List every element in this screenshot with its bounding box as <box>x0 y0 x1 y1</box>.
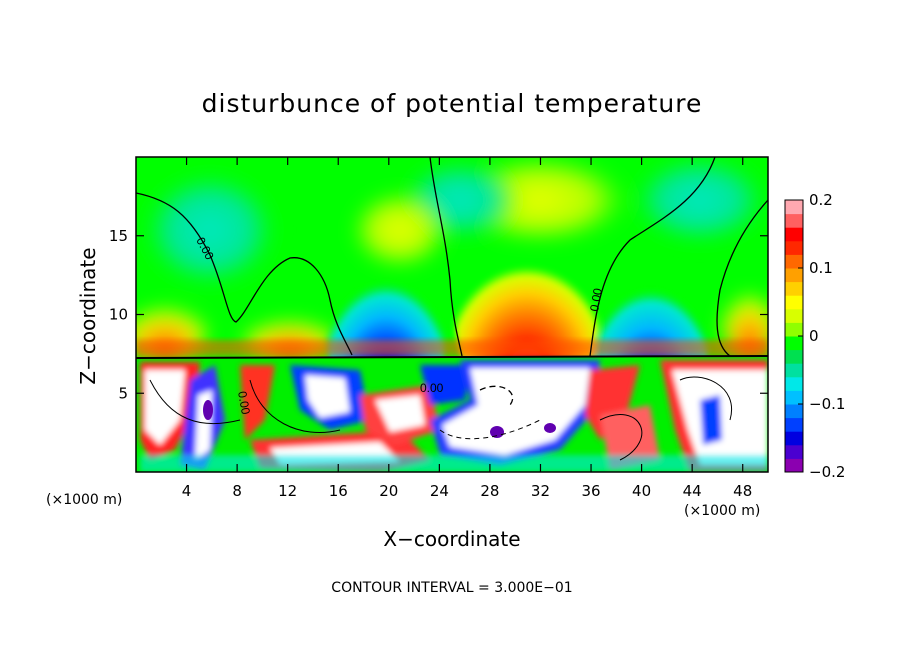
cyan-patch-left <box>140 170 280 290</box>
colorbar-swatch <box>785 404 803 419</box>
chart-title: disturbunce of potential temperature <box>202 89 703 118</box>
x-tick-label: 32 <box>531 482 550 500</box>
colorbar-swatch <box>785 268 803 283</box>
x-axis: 4 8 12 16 20 24 28 32 36 40 44 48 <box>182 157 752 500</box>
y-axis: 5 10 15 <box>109 227 768 402</box>
colorbar-swatch <box>785 363 803 378</box>
colorbar-swatch <box>785 254 803 269</box>
colorbar-swatch <box>785 444 803 459</box>
colorbar-swatch <box>785 390 803 405</box>
x-tick-label: 16 <box>329 482 348 500</box>
x-tick-label: 44 <box>683 482 702 500</box>
x-tick-label: 36 <box>581 482 600 500</box>
orange-patch-right <box>720 260 768 360</box>
x-unit-left: (×1000 m) <box>46 492 122 508</box>
colorbar-swatch <box>785 281 803 296</box>
x-tick-label: 24 <box>430 482 449 500</box>
purple-dot-1 <box>490 426 504 438</box>
colorbar-swatch <box>785 295 803 310</box>
plot-area: 0.00 0.00 0.00 0.00 <box>136 157 768 472</box>
colorbar-swatch <box>785 322 803 337</box>
colorbar-swatch <box>785 349 803 364</box>
colorbar-tick-label: 0.1 <box>809 259 833 277</box>
colorbar-swatch <box>785 417 803 432</box>
y-tick-label: 15 <box>109 227 128 245</box>
y-axis-label: Z−coordinate <box>76 247 100 384</box>
purple-dot-3 <box>203 400 213 420</box>
colorbar-swatch <box>785 308 803 323</box>
x-tick-label: 20 <box>379 482 398 500</box>
interface-band <box>136 340 768 356</box>
colorbar-swatch <box>785 458 803 473</box>
zero-contour-right <box>589 157 716 357</box>
colorbar-swatch <box>785 376 803 391</box>
x-unit-right: (×1000 m) <box>684 503 760 519</box>
y-tick-label: 10 <box>109 306 128 324</box>
colorbar-swatch <box>785 431 803 446</box>
upper-layer-field <box>136 157 768 360</box>
colorbar-swatch <box>785 200 803 215</box>
x-axis-label: X−coordinate <box>383 527 520 551</box>
zero-contour-left <box>136 192 353 356</box>
y-tick-label: 5 <box>118 384 128 402</box>
x-tick-label: 4 <box>182 482 192 500</box>
contour-label: 0.00 <box>235 390 253 416</box>
colorbar-swatch <box>785 240 803 255</box>
contour-lines <box>136 157 768 461</box>
cyan-patch-right <box>630 157 768 245</box>
colorbar-swatch <box>785 213 803 228</box>
zero-contour-right-2 <box>716 199 768 357</box>
x-tick-label: 40 <box>632 482 651 500</box>
purple-dot-2 <box>544 423 556 433</box>
lower-layer-field <box>136 357 768 472</box>
contour-interval-note: CONTOUR INTERVAL = 3.000E−01 <box>331 580 572 596</box>
contour-label: 0.00 <box>420 381 444 395</box>
contour-label: 0.00 <box>587 287 605 313</box>
colorbar-tick-label: −0.1 <box>809 395 845 413</box>
x-tick-label: 48 <box>733 482 752 500</box>
colorbar-tick-label: −0.2 <box>809 463 845 481</box>
colorbar-tick-label: 0 <box>809 327 819 345</box>
orange-patch-left <box>136 280 210 360</box>
colorbar: 0.2 0.1 0 −0.1 −0.2 <box>784 191 845 481</box>
colorbar-swatch <box>785 336 803 351</box>
x-tick-label: 28 <box>480 482 499 500</box>
interface-contour <box>136 355 768 359</box>
x-tick-label: 12 <box>278 482 297 500</box>
zero-contour-mid <box>429 157 463 357</box>
colorbar-swatch <box>785 227 803 242</box>
x-tick-label: 8 <box>232 482 242 500</box>
colorbar-tick-label: 0.2 <box>809 191 833 209</box>
